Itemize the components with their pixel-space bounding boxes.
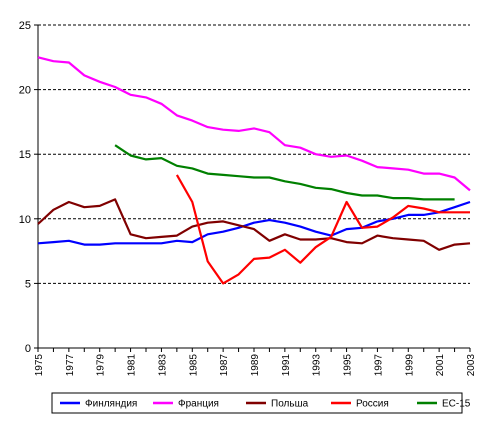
x-tick-label: 1999 — [404, 354, 415, 377]
series-line-польша — [37, 198, 471, 251]
y-tick-label: 15 — [19, 149, 31, 161]
x-tick-label: 1981 — [127, 354, 138, 377]
legend: Финляндия Франция Польша Россия ЕС-15 — [51, 392, 471, 414]
x-tick-label: 1993 — [312, 354, 323, 377]
x-axis-ticks: 1975 1977 1979 1981 1983 1985 1987 1989 1991 1993… — [34, 348, 477, 376]
series-line-финляндия — [37, 200, 471, 246]
x-tick-label: 1987 — [219, 354, 230, 377]
x-tick-label: 2003 — [466, 354, 477, 377]
y-tick-label: 25 — [19, 20, 31, 32]
y-tick-label: 20 — [19, 85, 31, 97]
legend-label: Россия — [356, 399, 389, 410]
series-line-ес-15 — [114, 144, 455, 201]
legend-label: Франция — [178, 399, 219, 410]
x-tick-label: 1995 — [343, 354, 354, 377]
x-tick-label: 1979 — [96, 354, 107, 377]
x-tick-label: 1991 — [281, 354, 292, 377]
series-lines — [37, 56, 471, 285]
x-tick-label: 1975 — [34, 354, 45, 377]
legend-label: Финляндия — [85, 399, 137, 410]
series-line-россия — [175, 174, 470, 285]
y-tick-label: 5 — [25, 278, 31, 290]
gridlines — [38, 24, 470, 284]
x-tick-label: 1989 — [250, 354, 261, 377]
x-tick-label: 1977 — [65, 354, 76, 377]
legend-label: ЕС-15 — [442, 399, 471, 410]
legend-label: Польша — [271, 399, 309, 410]
x-tick-label: 1985 — [188, 354, 199, 377]
axes — [37, 25, 470, 349]
y-axis-ticks: 0 5 10 15 20 25 — [19, 20, 38, 355]
x-tick-label: 1997 — [373, 354, 384, 377]
series-line-франция — [37, 56, 471, 192]
x-tick-label: 1983 — [157, 354, 168, 377]
y-tick-label: 0 — [25, 343, 31, 355]
y-tick-label: 10 — [19, 214, 31, 226]
x-tick-label: 2001 — [435, 354, 446, 377]
